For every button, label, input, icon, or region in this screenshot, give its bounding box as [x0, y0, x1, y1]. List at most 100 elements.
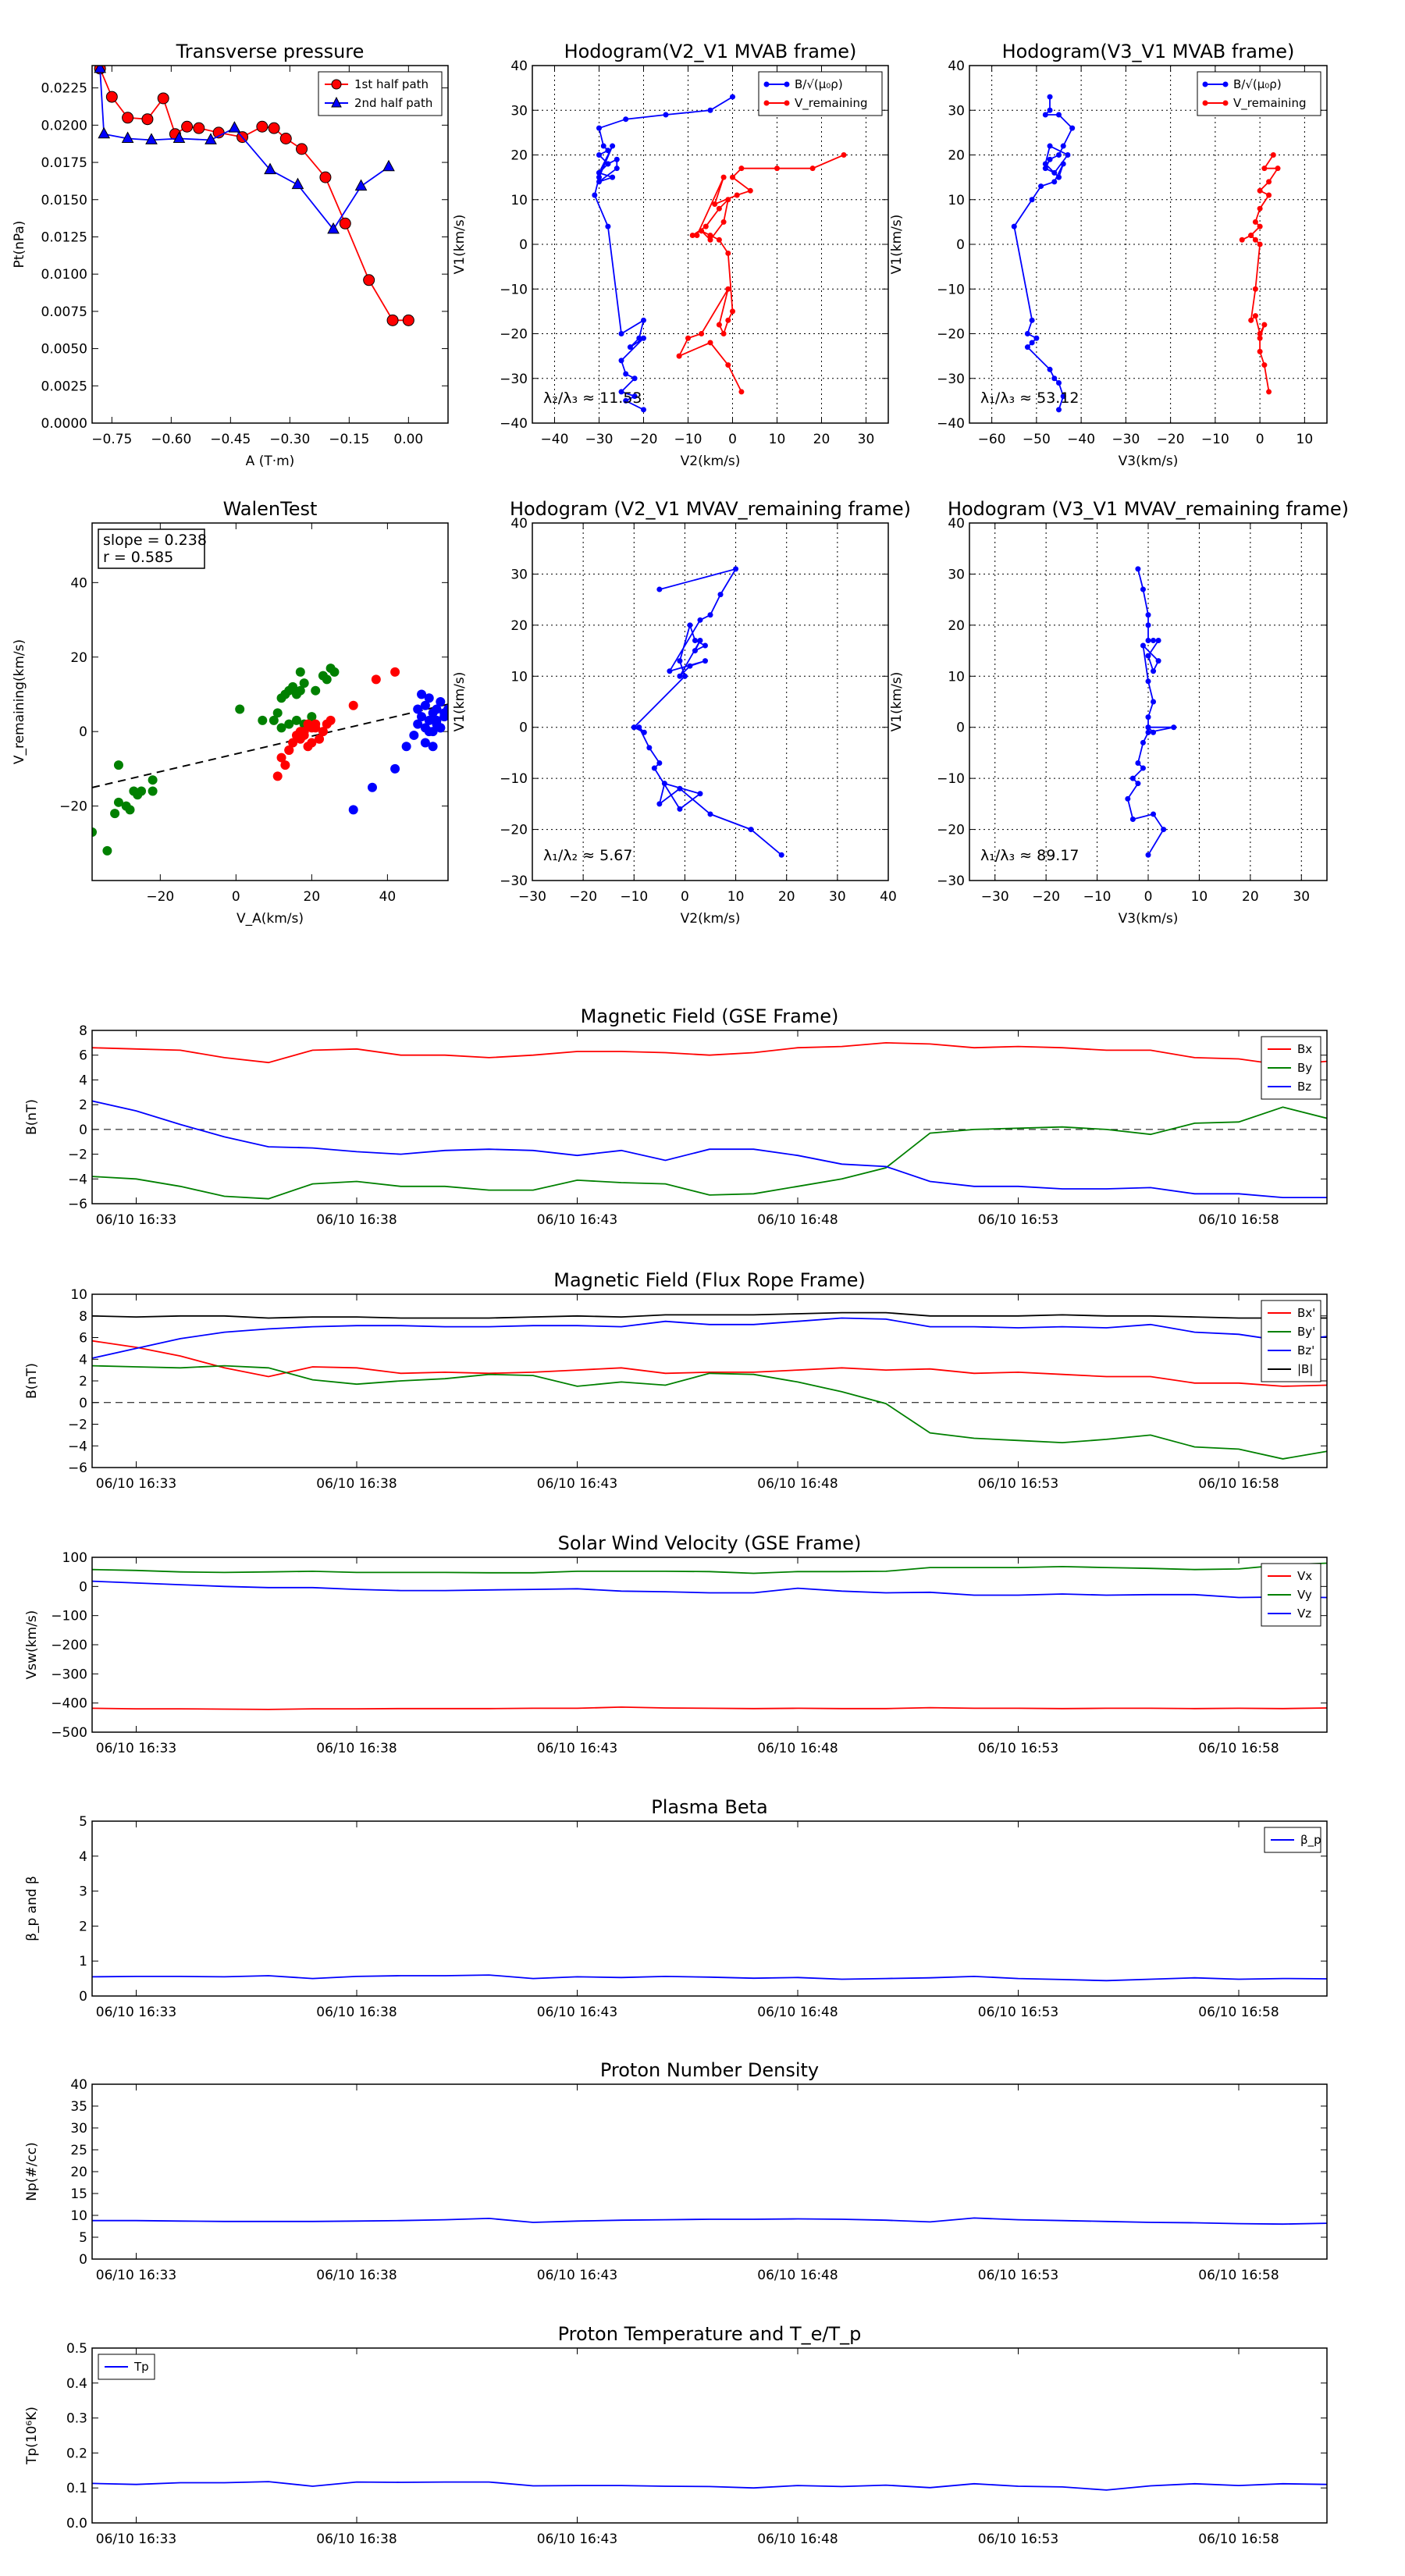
y-tick-label: 0.0075	[41, 304, 87, 320]
y-tick-label: 5	[79, 1814, 87, 1830]
legend-label: Vz	[1297, 1606, 1311, 1621]
chart-title: Magnetic Field (GSE Frame)	[581, 1005, 839, 1027]
data-point	[685, 335, 691, 341]
y-tick-label: 40	[70, 2077, 87, 2093]
y-tick-label: 0.2	[66, 2446, 87, 2461]
y-tick-label: −300	[51, 1667, 87, 1682]
y-tick-label: 6	[79, 1048, 87, 1064]
legend-marker	[1202, 81, 1208, 87]
y-tick-label: 0.0150	[41, 193, 87, 208]
data-point	[420, 700, 430, 710]
data-point	[1060, 393, 1066, 400]
series--b--line	[92, 1311, 1327, 1319]
y-tick-label: 0.0000	[41, 416, 87, 432]
data-point	[733, 566, 739, 572]
data-point	[725, 250, 731, 256]
data-point	[631, 393, 638, 400]
y-tick-label: 10	[948, 669, 965, 685]
x-tick-label: −0.75	[91, 432, 132, 447]
data-point	[268, 122, 280, 134]
data-point	[307, 712, 317, 722]
y-tick-label: 0.1	[66, 2481, 87, 2496]
y-axis-label: V_remaining(km/s)	[12, 639, 27, 764]
y-tick-label: 20	[510, 148, 528, 164]
legend-label: Bx'	[1297, 1306, 1315, 1320]
data-point	[631, 724, 637, 731]
data-point	[702, 223, 709, 229]
y-tick-label: 40	[70, 575, 87, 591]
data-point	[1151, 668, 1157, 674]
x-tick-label: 0	[1144, 889, 1153, 905]
x-tick-label: −0.30	[269, 432, 310, 447]
series-s0-line	[92, 2217, 1327, 2226]
x-tick-label: −40	[1067, 432, 1095, 447]
x-tick-label: 06/10 16:48	[757, 1212, 838, 1228]
legend: Bx' By' Bz' |B|	[1261, 1300, 1321, 1382]
y-tick-label: 40	[510, 516, 528, 532]
data-point	[623, 371, 629, 377]
chart-title: Transverse pressure	[176, 41, 365, 62]
data-point	[1047, 143, 1053, 149]
data-point	[329, 667, 340, 677]
panel-p1: Transverse pressure −0.75 −0.60 −0.45 −0.30 −…	[12, 41, 449, 469]
panel-p6: Hodogram (V3_V1 MVAV_remaining frame) −30…	[889, 498, 1349, 927]
data-point	[413, 719, 423, 729]
y-tick-label: 20	[948, 148, 965, 164]
data-point	[734, 192, 740, 198]
data-point	[1060, 143, 1066, 149]
x-tick-label: 06/10 16:38	[316, 2532, 397, 2547]
x-axis-label: V3(km/s)	[1119, 911, 1179, 927]
eigenvalue-ratio-annotation: λ₁/λ₃ ≈ 89.17	[980, 847, 1080, 864]
data-point	[725, 317, 731, 323]
y-tick-label: 0	[79, 1123, 87, 1138]
eigenvalue-ratio-annotation: λ₂/λ₃ ≈ 11.53	[543, 390, 642, 407]
data-point	[725, 197, 731, 203]
legend-label: Bz	[1297, 1080, 1311, 1094]
data-point	[276, 723, 286, 733]
x-tick-label: 06/10 16:38	[316, 1212, 397, 1228]
series--p-line	[92, 1974, 1327, 1982]
data-point	[307, 738, 317, 748]
data-point	[235, 704, 245, 714]
series-bz--line	[92, 1317, 1327, 1359]
data-point	[636, 724, 642, 731]
data-point	[663, 112, 669, 118]
panel-p2: Hodogram(V2_V1 MVAB frame) −40 −30 −20 −10 0 1…	[452, 41, 889, 469]
data-point	[279, 133, 292, 145]
y-tick-label: 0.5	[66, 2341, 87, 2357]
series-2nd-half-path-line	[99, 68, 389, 231]
y-tick-label: −20	[59, 799, 87, 815]
y-tick-label: 0.0125	[41, 229, 87, 245]
data-point	[1056, 152, 1062, 158]
data-point	[716, 237, 722, 243]
x-tick-label: 20	[813, 432, 831, 447]
data-point	[424, 727, 434, 737]
data-point	[295, 685, 305, 696]
data-point	[605, 161, 611, 167]
chart-title: Magnetic Field (Flux Rope Frame)	[553, 1269, 865, 1291]
series-b--line	[593, 96, 733, 411]
data-point	[614, 165, 620, 172]
data-point	[677, 806, 683, 812]
x-tick-label: 06/10 16:48	[757, 2532, 838, 2547]
legend-marker	[331, 96, 342, 108]
y-tick-label: 0.0	[66, 2516, 87, 2532]
x-axis-label: A (T·m)	[246, 454, 295, 469]
data-point	[319, 171, 332, 183]
data-point	[1047, 366, 1053, 372]
y-tick-label: 0	[79, 1579, 87, 1595]
data-point	[424, 693, 434, 703]
data-point	[428, 742, 438, 752]
data-point	[1140, 642, 1146, 649]
x-tick-label: −20	[1032, 889, 1060, 905]
data-point	[1056, 112, 1062, 118]
data-point	[748, 827, 754, 833]
y-tick-label: 0	[79, 1989, 87, 2005]
data-point	[707, 107, 713, 113]
data-point	[627, 344, 633, 350]
data-point	[1266, 389, 1272, 395]
x-tick-label: 0	[681, 889, 689, 905]
y-axis-label: V1(km/s)	[889, 672, 905, 732]
y-axis-label: Np(#/cc)	[24, 2142, 40, 2201]
data-point	[636, 335, 642, 341]
